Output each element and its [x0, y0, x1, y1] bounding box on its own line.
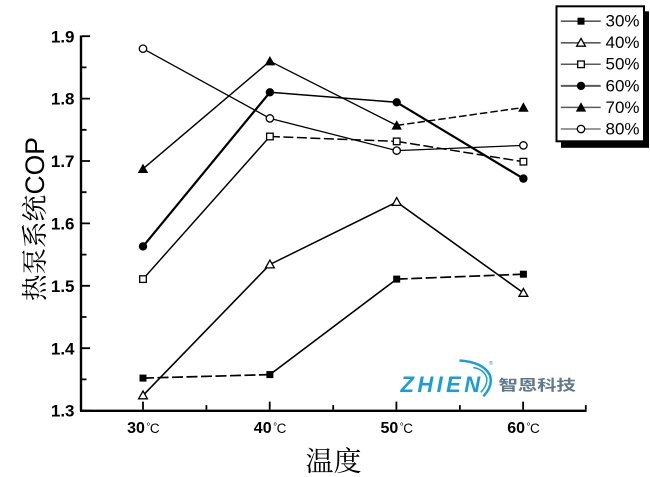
svg-text:®: ® — [489, 360, 493, 367]
svg-text:70%: 70% — [606, 98, 640, 117]
svg-text:1.5: 1.5 — [51, 277, 75, 296]
svg-text:50%: 50% — [606, 55, 640, 74]
svg-text:30%: 30% — [606, 12, 640, 31]
svg-text:40%: 40% — [606, 33, 640, 52]
svg-text:1.4: 1.4 — [51, 339, 75, 358]
svg-text:1.8: 1.8 — [51, 90, 75, 109]
svg-text:50°C: 50 °C — [381, 420, 414, 437]
svg-text:1.7: 1.7 — [51, 152, 75, 171]
svg-text:ZHIEN: ZHIEN — [400, 372, 484, 397]
svg-text:80%: 80% — [606, 119, 640, 138]
svg-text:60°C: 60 °C — [507, 420, 540, 437]
svg-text:1.3: 1.3 — [51, 402, 75, 421]
svg-text:1.9: 1.9 — [51, 27, 75, 46]
svg-text:COP: COP — [20, 137, 50, 194]
svg-text:60%: 60% — [606, 76, 640, 95]
svg-text:30°C: 30 °C — [127, 420, 160, 437]
svg-text:1.6: 1.6 — [51, 215, 75, 234]
svg-text:40°C: 40 °C — [254, 420, 287, 437]
